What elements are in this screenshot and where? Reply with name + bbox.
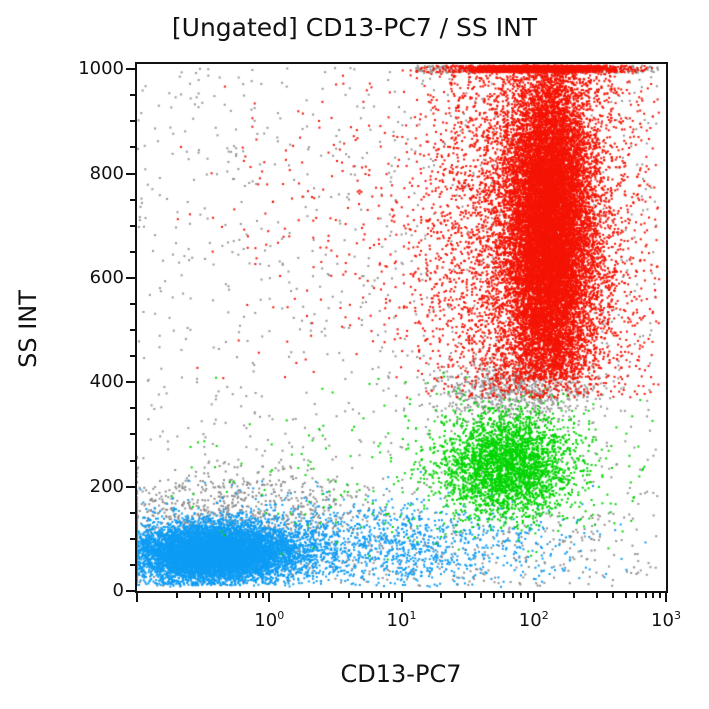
x-minor-tick xyxy=(644,593,647,598)
x-minor-tick xyxy=(262,593,265,598)
x-major-tick xyxy=(268,593,271,602)
y-minor-tick xyxy=(130,146,135,149)
x-minor-tick xyxy=(652,593,655,598)
y-tick-label: 600 xyxy=(89,266,124,288)
x-minor-tick xyxy=(526,593,529,598)
x-minor-tick xyxy=(480,593,483,598)
x-minor-tick xyxy=(215,593,218,598)
y-tick-label: 1000 xyxy=(78,58,124,80)
x-minor-tick xyxy=(255,593,258,598)
scatter-canvas xyxy=(137,64,666,591)
x-minor-tick xyxy=(308,593,311,598)
x-minor-tick xyxy=(572,593,575,598)
x-minor-tick xyxy=(238,593,241,598)
x-minor-tick xyxy=(387,593,390,598)
x-minor-tick xyxy=(492,593,495,598)
x-major-tick xyxy=(400,593,403,602)
y-major-tick xyxy=(126,68,135,71)
x-minor-tick xyxy=(635,593,638,598)
y-major-tick xyxy=(126,381,135,384)
plot-area xyxy=(135,62,668,593)
x-minor-tick xyxy=(595,593,598,598)
chart-title: [Ungated] CD13-PC7 / SS INT xyxy=(171,13,538,42)
y-minor-tick xyxy=(130,511,135,514)
x-minor-tick xyxy=(371,593,374,598)
x-tick-label: 100 xyxy=(254,609,285,631)
y-tick-label: 400 xyxy=(89,371,124,393)
x-minor-tick xyxy=(512,593,515,598)
x-tick-label: 103 xyxy=(651,609,681,631)
y-minor-tick xyxy=(130,94,135,97)
y-major-tick xyxy=(126,172,135,175)
x-minor-tick xyxy=(360,593,363,598)
x-minor-tick xyxy=(331,593,334,598)
x-minor-tick xyxy=(175,593,178,598)
x-minor-tick xyxy=(658,593,661,598)
x-minor-tick xyxy=(199,593,202,598)
x-major-tick xyxy=(665,593,667,602)
x-minor-tick xyxy=(625,593,628,598)
x-tick-label: 102 xyxy=(518,609,549,631)
x-minor-tick xyxy=(380,593,382,598)
x-tick-label: 101 xyxy=(386,609,417,631)
x-minor-tick xyxy=(440,593,443,598)
x-major-tick xyxy=(136,593,138,602)
y-minor-tick xyxy=(130,407,135,410)
x-minor-tick xyxy=(347,593,350,598)
y-minor-tick xyxy=(130,329,135,332)
x-major-tick xyxy=(532,593,535,602)
y-minor-tick xyxy=(130,459,135,462)
y-minor-tick xyxy=(130,433,135,436)
x-minor-tick xyxy=(247,593,250,598)
y-major-tick xyxy=(126,590,135,592)
y-tick-label: 800 xyxy=(89,162,124,184)
x-minor-tick xyxy=(612,593,615,598)
y-minor-tick xyxy=(130,120,135,123)
y-minor-tick xyxy=(130,198,135,201)
x-minor-tick xyxy=(228,593,231,598)
x-minor-tick xyxy=(503,593,506,598)
y-major-tick xyxy=(126,485,135,488)
y-tick-label: 200 xyxy=(89,475,124,497)
y-minor-tick xyxy=(130,355,135,358)
x-minor-tick xyxy=(463,593,466,598)
y-tick-label: 0 xyxy=(112,580,124,601)
y-minor-tick xyxy=(130,303,135,306)
y-minor-tick xyxy=(130,537,135,540)
x-minor-tick xyxy=(394,593,397,598)
y-axis-label: SS INT xyxy=(14,290,42,368)
y-minor-tick xyxy=(130,250,135,253)
y-minor-tick xyxy=(130,224,135,227)
x-minor-tick xyxy=(519,593,522,598)
y-minor-tick xyxy=(130,563,135,566)
x-axis-label: CD13-PC7 xyxy=(340,660,462,688)
y-major-tick xyxy=(126,276,135,279)
